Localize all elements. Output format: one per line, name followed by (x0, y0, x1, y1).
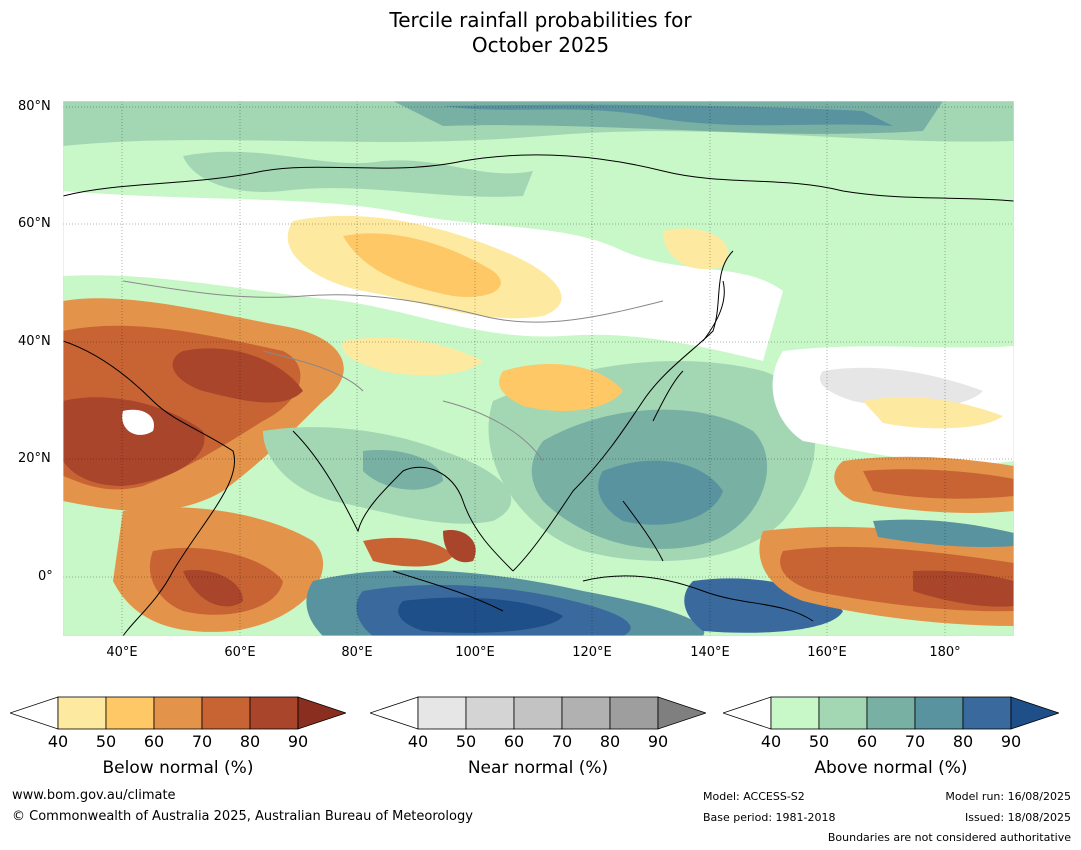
tick: 80 (952, 732, 974, 751)
central-asia-below (343, 233, 501, 297)
lon-label-80e: 80°E (341, 645, 373, 660)
map-title: Tercile rainfall probabilities for Octob… (0, 8, 1081, 58)
colorbar-bin (201, 696, 251, 730)
lat-label-40n: 40°N (18, 334, 51, 349)
lat-label-60n: 60°N (18, 216, 51, 231)
colorbar-high-extension (657, 696, 708, 730)
lon-label-40e: 40°E (106, 645, 138, 660)
country-borders (122, 280, 664, 462)
tibet-below-light (342, 337, 483, 376)
colorbar-svg (8, 696, 348, 730)
tick: 50 (95, 732, 117, 751)
sri-lanka-below (363, 537, 453, 567)
colorbar-bin (818, 696, 868, 730)
tick: 90 (1000, 732, 1022, 751)
colorbar-low-extension (8, 696, 59, 730)
tick: 60 (143, 732, 165, 751)
arabia-neutral-patch (122, 409, 154, 435)
colorbar-bin (465, 696, 515, 730)
lon-label-140e: 140°E (690, 645, 730, 660)
tick: 60 (503, 732, 525, 751)
iran-below-darkest (172, 348, 303, 403)
colorbar-above-normal (721, 695, 1061, 735)
colorbar-low-extension (368, 696, 419, 730)
lon-label-120e: 120°E (572, 645, 612, 660)
tick: 40 (407, 732, 429, 751)
china-below (499, 363, 623, 411)
siberia-above (183, 151, 533, 197)
colorbar-bin (249, 696, 299, 730)
tick: 60 (856, 732, 878, 751)
tick: 50 (455, 732, 477, 751)
model-run-info: Model run: 16/08/2025 (945, 790, 1071, 803)
lon-label-60e: 60°E (224, 645, 256, 660)
colorbar-bin (866, 696, 916, 730)
equatorial-pacific-above-strip (873, 519, 1014, 547)
colorbar-svg (368, 696, 708, 730)
colorbar-above-ticks: 40 50 60 70 80 90 (723, 732, 1059, 752)
equatorial-pacific-below-darkest (913, 570, 1014, 607)
colorbar-below-label: Below normal (%) (102, 758, 254, 778)
sumatra-below (443, 530, 476, 563)
lat-label-20n: 20°N (18, 451, 51, 466)
lon-label-180: 180° (929, 645, 961, 660)
title-line-2: October 2025 (471, 33, 610, 57)
lon-label-160e: 160°E (807, 645, 847, 660)
issued-info: Issued: 18/08/2025 (964, 811, 1071, 824)
tick: 40 (47, 732, 69, 751)
east-indian-ocean-above-darkest (398, 597, 563, 633)
tick: 70 (551, 732, 573, 751)
graticule (63, 101, 1014, 636)
model-info: Model: ACCESS-S2 (703, 790, 805, 803)
nea-below-light (663, 228, 729, 270)
colorbar-bin (57, 696, 107, 730)
indian-ocean-west-below-darkest (183, 570, 243, 607)
colorbar-low-extension (721, 696, 772, 730)
website-link[interactable]: www.bom.gov.au/climate (12, 788, 176, 803)
tick: 90 (287, 732, 309, 751)
colorbar-bin (609, 696, 659, 730)
lat-label-80n: 80°N (18, 99, 51, 114)
colorbar-svg (721, 696, 1061, 730)
arctic-above-darker (443, 104, 893, 126)
colorbar-near-normal (368, 695, 708, 735)
colorbar-bin (962, 696, 1012, 730)
west-pacific-above-strong (598, 460, 723, 525)
arabia-below-darkest (63, 397, 205, 486)
central-pacific-below-north-strong (863, 469, 1014, 499)
tick: 90 (647, 732, 669, 751)
colorbar-near-ticks: 40 50 60 70 80 90 (370, 732, 706, 752)
lon-label-100e: 100°E (455, 645, 495, 660)
colorbar-bin (153, 696, 203, 730)
colorbar-bin (513, 696, 563, 730)
copyright-text: © Commonwealth of Australia 2025, Austra… (12, 809, 473, 824)
base-period-info: Base period: 1981-2018 (703, 811, 836, 824)
colorbar-above-label: Above normal (%) (814, 758, 968, 778)
rainfall-probability-map (63, 101, 1014, 636)
colorbar-below-normal (8, 695, 348, 735)
tick: 70 (191, 732, 213, 751)
north-pacific-near-normal (819, 367, 983, 408)
colorbar-below-ticks: 40 50 60 70 80 90 (10, 732, 346, 752)
colorbar-bin (914, 696, 964, 730)
colorbar-bin (770, 696, 820, 730)
colorbar-bin (561, 696, 611, 730)
bay-of-bengal-above (363, 450, 443, 490)
coastlines (63, 154, 1014, 636)
colorbar-high-extension (297, 696, 348, 730)
tick: 80 (599, 732, 621, 751)
tick: 50 (808, 732, 830, 751)
north-pacific-below-light (863, 396, 1003, 429)
colorbar-high-extension (1010, 696, 1061, 730)
boundary-disclaimer: Boundaries are not considered authoritat… (827, 831, 1071, 844)
colorbar-bin (417, 696, 467, 730)
colorbar-near-label: Near normal (%) (467, 758, 609, 778)
lat-label-0: 0° (38, 569, 53, 584)
tick: 40 (760, 732, 782, 751)
title-line-1: Tercile rainfall probabilities for (389, 8, 692, 32)
tick: 80 (239, 732, 261, 751)
colorbar-bin (105, 696, 155, 730)
tick: 70 (904, 732, 926, 751)
